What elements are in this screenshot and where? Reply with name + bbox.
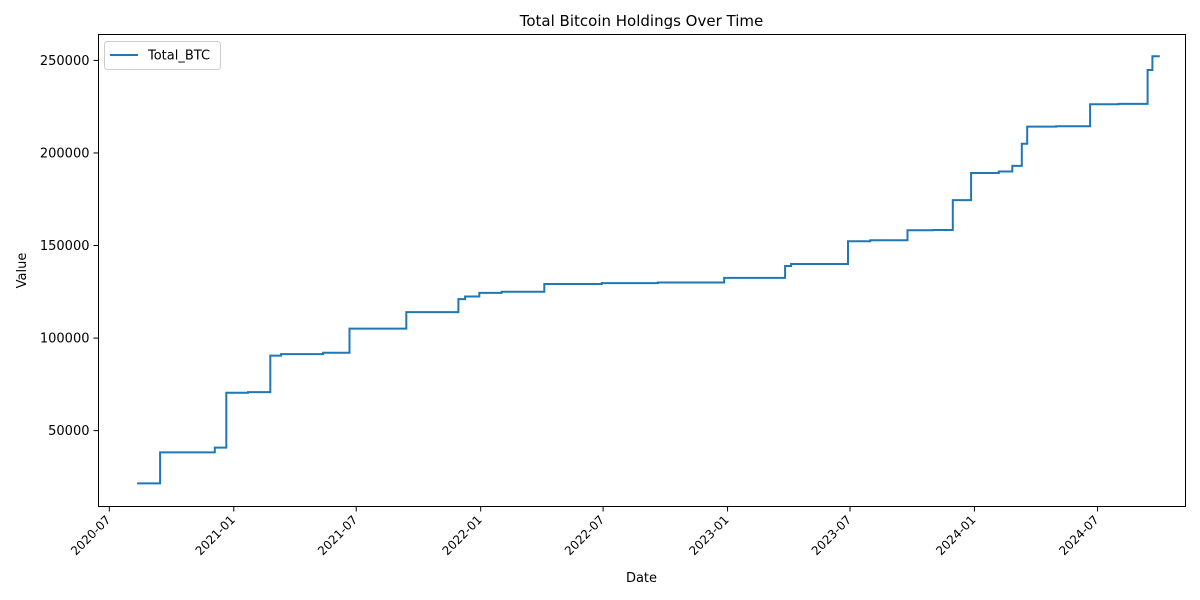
plot-area <box>98 34 1186 507</box>
chart-title: Total Bitcoin Holdings Over Time <box>519 12 764 30</box>
y-axis: 50000 100000 150000 200000 250000 <box>40 54 99 439</box>
series-lines <box>137 55 1160 485</box>
legend: Total_BTC <box>104 41 221 70</box>
y-tick-label: 250000 <box>40 54 90 69</box>
y-axis-label: Value <box>15 253 30 289</box>
y-tick-label: 50000 <box>48 424 89 439</box>
legend-box <box>104 41 221 70</box>
series-line-total-btc <box>137 55 1160 485</box>
y-tick-label: 100000 <box>40 332 90 347</box>
y-tick-label: 150000 <box>40 239 90 254</box>
x-axis-label: Date <box>626 571 657 586</box>
axes-frame <box>98 34 1186 507</box>
legend-label: Total_BTC <box>147 49 210 64</box>
y-tick-label: 200000 <box>40 146 90 161</box>
